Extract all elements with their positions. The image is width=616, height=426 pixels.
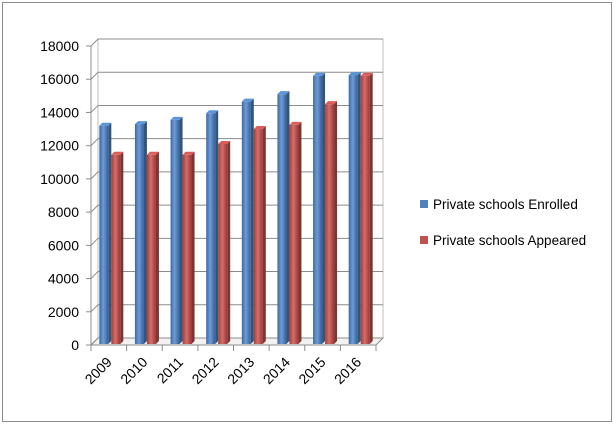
bar-enrolled-2009 — [99, 122, 112, 344]
x-tick-label: 2012 — [188, 354, 221, 387]
x-tick-label: 2010 — [117, 354, 150, 387]
bar-enrolled-2015 — [313, 72, 326, 345]
x-tick-label: 2015 — [295, 354, 328, 387]
legend-swatch-appeared — [420, 236, 428, 244]
y-tick-label: 8000 — [48, 204, 79, 220]
legend-label-appeared: Private schools Appeared — [433, 233, 586, 248]
y-tick-label: 18000 — [40, 38, 79, 54]
bar-enrolled-2010 — [134, 121, 147, 344]
y-tick-label: 14000 — [40, 104, 79, 120]
x-tick-label: 2009 — [82, 354, 115, 387]
bar-enrolled-2011 — [170, 116, 183, 345]
legend: Private schools Enrolled Private schools… — [420, 197, 586, 248]
bar-appeared-2013 — [253, 126, 266, 344]
legend-label-enrolled: Private schools Enrolled — [433, 197, 578, 212]
y-axis-tick-labels: 0 2000 4000 6000 8000 10000 12000 14000 16000 180… — [40, 38, 79, 353]
bar-appeared-2012 — [218, 141, 231, 344]
bars — [99, 72, 373, 345]
bar-enrolled-2016 — [348, 72, 361, 344]
y-tick-label: 4000 — [48, 271, 79, 287]
bar-enrolled-2014 — [277, 91, 290, 344]
bar-appeared-2015 — [325, 101, 338, 344]
y-tick-label: 0 — [71, 337, 79, 353]
y-tick-label: 16000 — [40, 71, 79, 87]
y-tick-label: 6000 — [48, 237, 79, 253]
bar-enrolled-2013 — [241, 98, 254, 345]
y-tick-label: 2000 — [48, 304, 79, 320]
bar-enrolled-2012 — [206, 110, 219, 345]
bar-appeared-2016 — [360, 72, 373, 345]
x-tick-label: 2011 — [154, 354, 187, 387]
x-tick-label: 2013 — [224, 354, 257, 387]
bar-appeared-2009 — [111, 151, 124, 344]
plot-walls — [89, 39, 385, 346]
y-tick-label: 10000 — [40, 171, 79, 187]
legend-swatch-enrolled — [420, 200, 428, 208]
y-tick-label: 12000 — [40, 138, 79, 154]
bar-appeared-2010 — [146, 151, 159, 344]
x-axis-tick-labels: 2009 2010 2011 2012 2013 2014 2015 2016 — [82, 354, 365, 387]
x-tick-label: 2016 — [331, 354, 364, 387]
bar-appeared-2014 — [289, 121, 302, 345]
bar-appeared-2011 — [182, 151, 195, 344]
gridline — [90, 71, 383, 80]
gridline — [90, 38, 383, 47]
x-tick-label: 2014 — [260, 354, 293, 387]
